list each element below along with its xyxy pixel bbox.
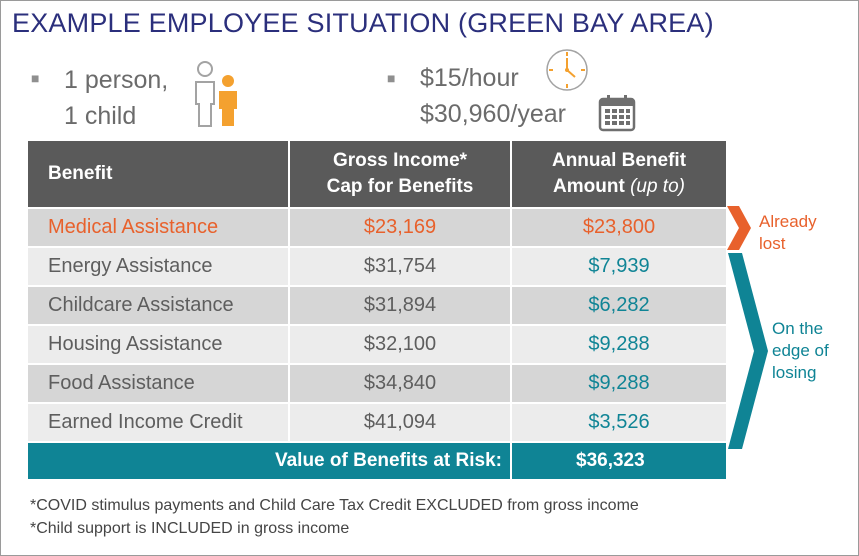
header-income-cap-line-1: Gross Income* bbox=[332, 150, 468, 171]
edge-of-losing-label: On the edge of losing bbox=[772, 318, 829, 384]
header-income-cap: Gross Income* Cap for Benefits bbox=[288, 139, 512, 209]
header-annual-amount-line-1: Annual Benefit bbox=[551, 150, 687, 171]
household-line-1: 1 person, bbox=[64, 66, 169, 94]
header-annual-amount-line-2: Amount (up to) bbox=[513, 174, 725, 200]
benefit-name: Medical Assistance bbox=[26, 207, 290, 248]
brace-chevron-icon bbox=[728, 253, 768, 449]
table-row: Medical Assistance $23,169 $23,800 bbox=[26, 207, 728, 248]
table-row: Housing Assistance $32,100 $9,288 bbox=[26, 324, 728, 365]
chevron-right-icon bbox=[727, 206, 751, 250]
household-info: 1 person, 1 child bbox=[64, 62, 168, 134]
income-cap: $32,100 bbox=[288, 324, 512, 365]
benefit-amount: $23,800 bbox=[510, 207, 728, 248]
footnote-2: *Child support is INCLUDED in gross inco… bbox=[30, 520, 350, 537]
benefit-name: Food Assistance bbox=[26, 363, 290, 404]
benefit-amount: $9,288 bbox=[510, 363, 728, 404]
benefit-name: Earned Income Credit bbox=[26, 402, 290, 443]
bullet-household: ■ bbox=[31, 70, 40, 86]
table-row: Energy Assistance $31,754 $7,939 bbox=[26, 246, 728, 287]
income-cap: $34,840 bbox=[288, 363, 512, 404]
benefit-amount: $6,282 bbox=[510, 285, 728, 326]
benefits-table: Benefit Gross Income* Cap for Benefits A… bbox=[26, 139, 728, 481]
benefit-amount: $7,939 bbox=[510, 246, 728, 287]
benefit-amount: $3,526 bbox=[510, 402, 728, 443]
annual-wage: $30,960/year bbox=[420, 100, 566, 128]
table-header-row: Benefit Gross Income* Cap for Benefits A… bbox=[26, 139, 728, 209]
header-benefit: Benefit bbox=[26, 139, 290, 209]
edge-line-1: On the bbox=[772, 319, 824, 338]
already-lost-label: Already lost bbox=[759, 211, 817, 255]
header-income-cap-line-2: Cap for Benefits bbox=[326, 176, 474, 197]
header-up-to-text: (up to) bbox=[630, 176, 685, 197]
total-row: Value of Benefits at Risk: $36,323 bbox=[26, 441, 728, 481]
bullet-pay: ■ bbox=[387, 70, 396, 86]
page-title: EXAMPLE EMPLOYEE SITUATION (GREEN BAY AR… bbox=[12, 8, 714, 38]
table-row: Childcare Assistance $31,894 $6,282 bbox=[26, 285, 728, 326]
edge-line-3: losing bbox=[772, 363, 817, 382]
pay-info: $15/hour $30,960/year bbox=[420, 60, 566, 132]
table-row: Food Assistance $34,840 $9,288 bbox=[26, 363, 728, 404]
benefit-name: Housing Assistance bbox=[26, 324, 290, 365]
header-annual-amount: Annual Benefit Amount (up to) bbox=[510, 139, 728, 209]
income-cap: $41,094 bbox=[288, 402, 512, 443]
already-lost-line-1: Already bbox=[759, 212, 817, 231]
edge-line-2: edge of bbox=[772, 341, 829, 360]
hourly-wage: $15/hour bbox=[420, 64, 519, 92]
benefit-name: Childcare Assistance bbox=[26, 285, 290, 326]
clock-icon bbox=[546, 49, 588, 91]
header-amount-text: Amount bbox=[553, 176, 631, 197]
table-row: Earned Income Credit $41,094 $3,526 bbox=[26, 402, 728, 443]
income-cap: $31,754 bbox=[288, 246, 512, 287]
already-lost-line-2: lost bbox=[759, 234, 786, 253]
total-label: Value of Benefits at Risk: bbox=[26, 441, 512, 481]
income-cap: $23,169 bbox=[288, 207, 512, 248]
total-value: $36,323 bbox=[510, 441, 728, 481]
benefit-amount: $9,288 bbox=[510, 324, 728, 365]
benefit-name: Energy Assistance bbox=[26, 246, 290, 287]
income-cap: $31,894 bbox=[288, 285, 512, 326]
household-line-2: 1 child bbox=[64, 102, 137, 130]
calendar-icon bbox=[598, 95, 636, 132]
parent-child-icon bbox=[195, 61, 237, 127]
footnote-1: *COVID stimulus payments and Child Care … bbox=[30, 497, 639, 514]
